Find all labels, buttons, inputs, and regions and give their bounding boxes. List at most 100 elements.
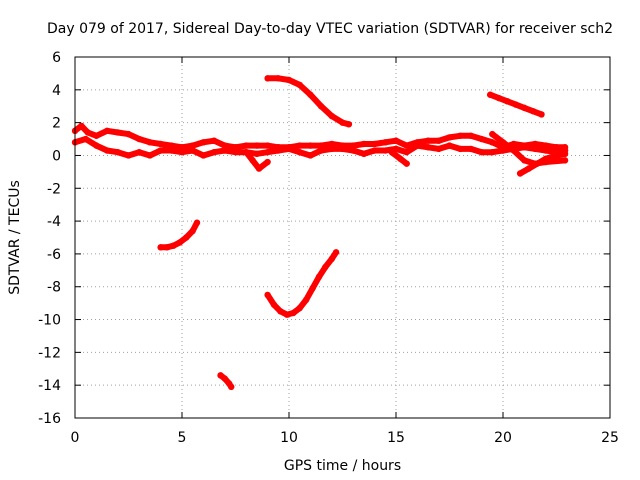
data-point [328,140,335,148]
data-point [296,142,303,149]
data-point [114,148,122,156]
data-point [328,112,335,120]
data-point [283,311,291,318]
y-tick-label: -14 [38,378,61,394]
data-point [525,165,532,172]
x-tick-label: 0 [71,430,80,446]
data-point [125,152,132,159]
data-point [146,152,154,159]
data-point [403,142,410,149]
data-point [424,144,432,151]
data-point [264,142,271,149]
data-point [307,152,314,159]
series-dip-8h [243,148,271,172]
data-point [538,111,545,118]
data-point [521,157,528,164]
data-point [189,227,196,235]
data-point [521,104,528,112]
series-branch-20-22 [516,150,569,177]
data-point [296,81,303,89]
data-point [176,239,184,246]
data-point [221,375,228,382]
data-point [264,291,271,299]
data-point [183,234,190,241]
series-dip-14h [388,148,410,167]
data-point [270,301,278,308]
data-point [228,383,235,391]
data-point [200,139,207,146]
data-point [168,142,175,149]
data-point [553,152,560,159]
data-point [467,132,475,139]
data-point [302,296,310,304]
data-point [189,142,196,149]
data-point [489,130,496,138]
data-point [157,147,164,154]
series-segment-7h [217,372,235,391]
y-tick-label: -6 [47,247,61,263]
tick-labels: 0 5 10 15 20 25 -16 -14 -12 -10 -8 -6 -4 -2 0 2 4 6 [38,50,619,446]
data-point [403,148,410,156]
data-point [446,142,453,149]
data-point [232,148,239,156]
data-point [221,147,228,154]
data-point [317,103,325,110]
data-point [435,145,442,153]
data-point [307,91,314,98]
x-tick-label: 25 [601,430,619,446]
x-axis-title: GPS time / hours [284,458,401,474]
series-arc-9-12 [264,249,340,318]
y-tick-label: -2 [47,181,61,197]
y-tick-label: 6 [52,50,61,66]
data-point [350,142,357,149]
data-point [489,148,496,156]
data-point [561,157,569,164]
data-point [178,148,186,156]
series-main-band-lower [71,135,569,159]
data-point [414,142,421,149]
data-point [178,144,186,151]
data-point [350,147,357,154]
data-point [486,91,494,98]
data-point [221,142,228,149]
data-point [360,150,368,158]
data-point [424,137,432,144]
chart-title: Day 079 of 2017, Sidereal Day-to-day VTE… [47,21,613,37]
data-point [285,145,293,153]
data-point [561,150,569,158]
data-point [534,160,541,167]
x-tick-label: 5 [178,430,187,446]
plot-border [74,56,611,419]
data-point [210,137,218,144]
y-axis-title: SDTVAR / TECUs [7,180,23,295]
data-point [157,140,164,148]
data-point [457,145,464,153]
data-point [78,122,85,130]
data-point [332,249,340,256]
data-point [339,119,346,126]
data-point [170,242,177,249]
y-tick-label: -10 [38,313,61,329]
data-point [317,142,325,149]
data-point [478,148,485,156]
data-point [467,145,475,153]
data-series [71,75,569,391]
data-point [371,140,378,148]
data-point [504,98,511,105]
data-point [388,148,395,156]
data-point [103,147,111,154]
data-point [93,142,100,149]
data-point [277,308,284,315]
data-point [189,147,196,154]
axis-ticks [74,56,611,419]
data-point [264,75,271,82]
data-point [489,139,496,146]
series-line [243,149,271,172]
y-tick-label: -16 [38,411,61,427]
data-point [317,147,325,154]
data-point [243,142,250,149]
data-point [322,263,329,271]
data-point [255,165,263,172]
data-point [307,142,314,149]
data-point [499,147,507,154]
